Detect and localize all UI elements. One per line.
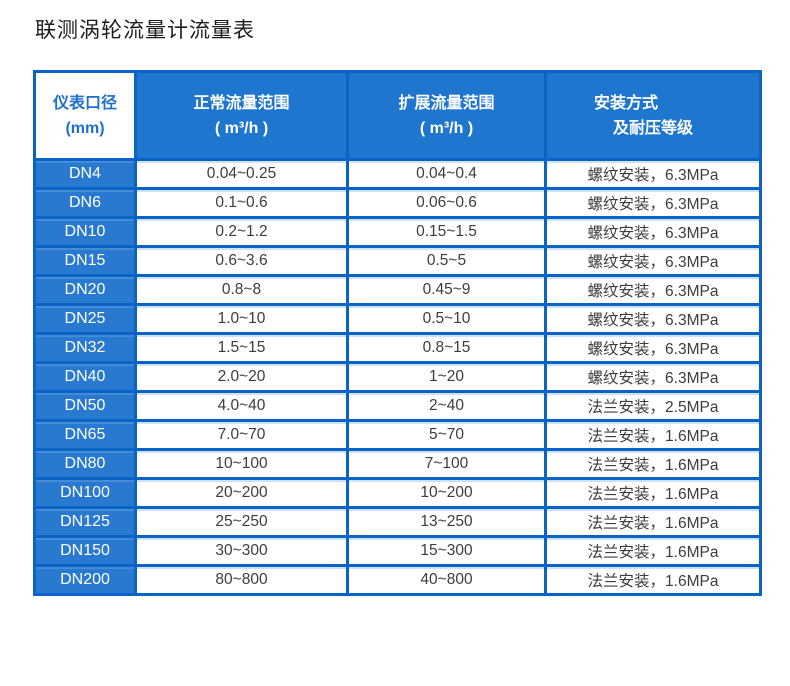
- cell-installation: 法兰安装，1.6MPa: [544, 419, 762, 451]
- cell-normal-range: 30~300: [134, 535, 349, 567]
- cell-extended-range: 0.8~15: [346, 332, 547, 364]
- cell-normal-range: 80~800: [134, 564, 349, 596]
- cell-extended-range: 5~70: [346, 419, 547, 451]
- cell-normal-range: 10~100: [134, 448, 349, 480]
- cell-installation: 螺纹安装，6.3MPa: [544, 216, 762, 248]
- header-installation-line2: 及耐压等级: [612, 119, 693, 137]
- cell-normal-range: 0.6~3.6: [134, 245, 349, 277]
- row-header-diameter: DN125: [33, 506, 137, 538]
- header-cell-normal-range: 正常流量范围 ( m³/h ): [134, 70, 349, 161]
- cell-installation: 法兰安装，1.6MPa: [544, 506, 762, 538]
- cell-normal-range: 0.8~8: [134, 274, 349, 306]
- cell-normal-range: 0.2~1.2: [134, 216, 349, 248]
- table-row: DN125 25~250 13~250 法兰安装，1.6MPa: [33, 506, 762, 538]
- flow-table: 仪表口径 (mm) 正常流量范围 ( m³/h ) 扩展流量范围 ( m³/h …: [33, 70, 762, 596]
- table-row: DN6 0.1~0.6 0.06~0.6 螺纹安装，6.3MPa: [33, 187, 762, 219]
- table-row: DN50 4.0~40 2~40 法兰安装，2.5MPa: [33, 390, 762, 422]
- row-header-diameter: DN32: [33, 332, 137, 364]
- cell-installation: 螺纹安装，6.3MPa: [544, 245, 762, 277]
- row-header-diameter: DN150: [33, 535, 137, 567]
- header-diameter-line2: (mm): [65, 119, 105, 137]
- table-row: DN20 0.8~8 0.45~9 螺纹安装，6.3MPa: [33, 274, 762, 306]
- cell-normal-range: 2.0~20: [134, 361, 349, 393]
- cell-installation: 螺纹安装，6.3MPa: [544, 274, 762, 306]
- table-row: DN15 0.6~3.6 0.5~5 螺纹安装，6.3MPa: [33, 245, 762, 277]
- cell-extended-range: 40~800: [346, 564, 547, 596]
- cell-extended-range: 0.5~10: [346, 303, 547, 335]
- row-header-diameter: DN50: [33, 390, 137, 422]
- table-row: DN200 80~800 40~800 法兰安装，1.6MPa: [33, 564, 762, 596]
- cell-extended-range: 2~40: [346, 390, 547, 422]
- row-header-diameter: DN65: [33, 419, 137, 451]
- header-cell-diameter: 仪表口径 (mm): [33, 70, 137, 161]
- cell-extended-range: 7~100: [346, 448, 547, 480]
- cell-normal-range: 1.5~15: [134, 332, 349, 364]
- header-cell-extended-range: 扩展流量范围 ( m³/h ): [346, 70, 547, 161]
- row-header-diameter: DN80: [33, 448, 137, 480]
- table-body: DN4 0.04~0.25 0.04~0.4 螺纹安装，6.3MPa DN6 0.1~0.…: [33, 158, 762, 596]
- header-normal-range-line2: ( m³/h ): [214, 119, 269, 137]
- cell-normal-range: 20~200: [134, 477, 349, 509]
- table-row: DN40 2.0~20 1~20 螺纹安装，6.3MPa: [33, 361, 762, 393]
- cell-installation: 法兰安装，1.6MPa: [544, 448, 762, 480]
- header-installation-line1: 安装方式: [593, 94, 658, 112]
- cell-extended-range: 0.5~5: [346, 245, 547, 277]
- cell-installation: 法兰安装，2.5MPa: [544, 390, 762, 422]
- header-diameter-line1: 仪表口径: [52, 94, 117, 112]
- cell-normal-range: 0.04~0.25: [134, 158, 349, 190]
- cell-installation: 法兰安装，1.6MPa: [544, 477, 762, 509]
- row-header-diameter: DN25: [33, 303, 137, 335]
- cell-extended-range: 0.45~9: [346, 274, 547, 306]
- table-row: DN25 1.0~10 0.5~10 螺纹安装，6.3MPa: [33, 303, 762, 335]
- table-row: DN32 1.5~15 0.8~15 螺纹安装，6.3MPa: [33, 332, 762, 364]
- header-cell-installation: 安装方式 及耐压等级: [544, 70, 762, 161]
- cell-installation: 螺纹安装，6.3MPa: [544, 187, 762, 219]
- row-header-diameter: DN6: [33, 187, 137, 219]
- cell-extended-range: 15~300: [346, 535, 547, 567]
- table-row: DN150 30~300 15~300 法兰安装，1.6MPa: [33, 535, 762, 567]
- cell-normal-range: 7.0~70: [134, 419, 349, 451]
- cell-normal-range: 0.1~0.6: [134, 187, 349, 219]
- table-row: DN65 7.0~70 5~70 法兰安装，1.6MPa: [33, 419, 762, 451]
- table-row: DN4 0.04~0.25 0.04~0.4 螺纹安装，6.3MPa: [33, 158, 762, 190]
- cell-extended-range: 1~20: [346, 361, 547, 393]
- header-normal-range-line1: 正常流量范围: [193, 94, 290, 112]
- cell-installation: 法兰安装，1.6MPa: [544, 564, 762, 596]
- header-extended-range-line1: 扩展流量范围: [398, 94, 495, 112]
- row-header-diameter: DN100: [33, 477, 137, 509]
- cell-extended-range: 0.06~0.6: [346, 187, 547, 219]
- row-header-diameter: DN4: [33, 158, 137, 190]
- cell-extended-range: 10~200: [346, 477, 547, 509]
- cell-extended-range: 0.04~0.4: [346, 158, 547, 190]
- header-extended-range-line2: ( m³/h ): [419, 119, 474, 137]
- cell-normal-range: 25~250: [134, 506, 349, 538]
- table-row: DN80 10~100 7~100 法兰安装，1.6MPa: [33, 448, 762, 480]
- row-header-diameter: DN10: [33, 216, 137, 248]
- cell-installation: 螺纹安装，6.3MPa: [544, 303, 762, 335]
- table-header-row: 仪表口径 (mm) 正常流量范围 ( m³/h ) 扩展流量范围 ( m³/h …: [33, 70, 762, 161]
- page-container: 联测涡轮流量计流量表 仪表口径 (mm) 正常流量范围 ( m³/h ) 扩展流…: [33, 19, 762, 596]
- cell-installation: 螺纹安装，6.3MPa: [544, 332, 762, 364]
- cell-normal-range: 4.0~40: [134, 390, 349, 422]
- cell-installation: 法兰安装，1.6MPa: [544, 535, 762, 567]
- cell-extended-range: 0.15~1.5: [346, 216, 547, 248]
- row-header-diameter: DN40: [33, 361, 137, 393]
- row-header-diameter: DN15: [33, 245, 137, 277]
- row-header-diameter: DN20: [33, 274, 137, 306]
- cell-installation: 螺纹安装，6.3MPa: [544, 158, 762, 190]
- table-row: DN100 20~200 10~200 法兰安装，1.6MPa: [33, 477, 762, 509]
- cell-installation: 螺纹安装，6.3MPa: [544, 361, 762, 393]
- cell-extended-range: 13~250: [346, 506, 547, 538]
- table-row: DN10 0.2~1.2 0.15~1.5 螺纹安装，6.3MPa: [33, 216, 762, 248]
- cell-normal-range: 1.0~10: [134, 303, 349, 335]
- page-title: 联测涡轮流量计流量表: [35, 19, 255, 42]
- row-header-diameter: DN200: [33, 564, 137, 596]
